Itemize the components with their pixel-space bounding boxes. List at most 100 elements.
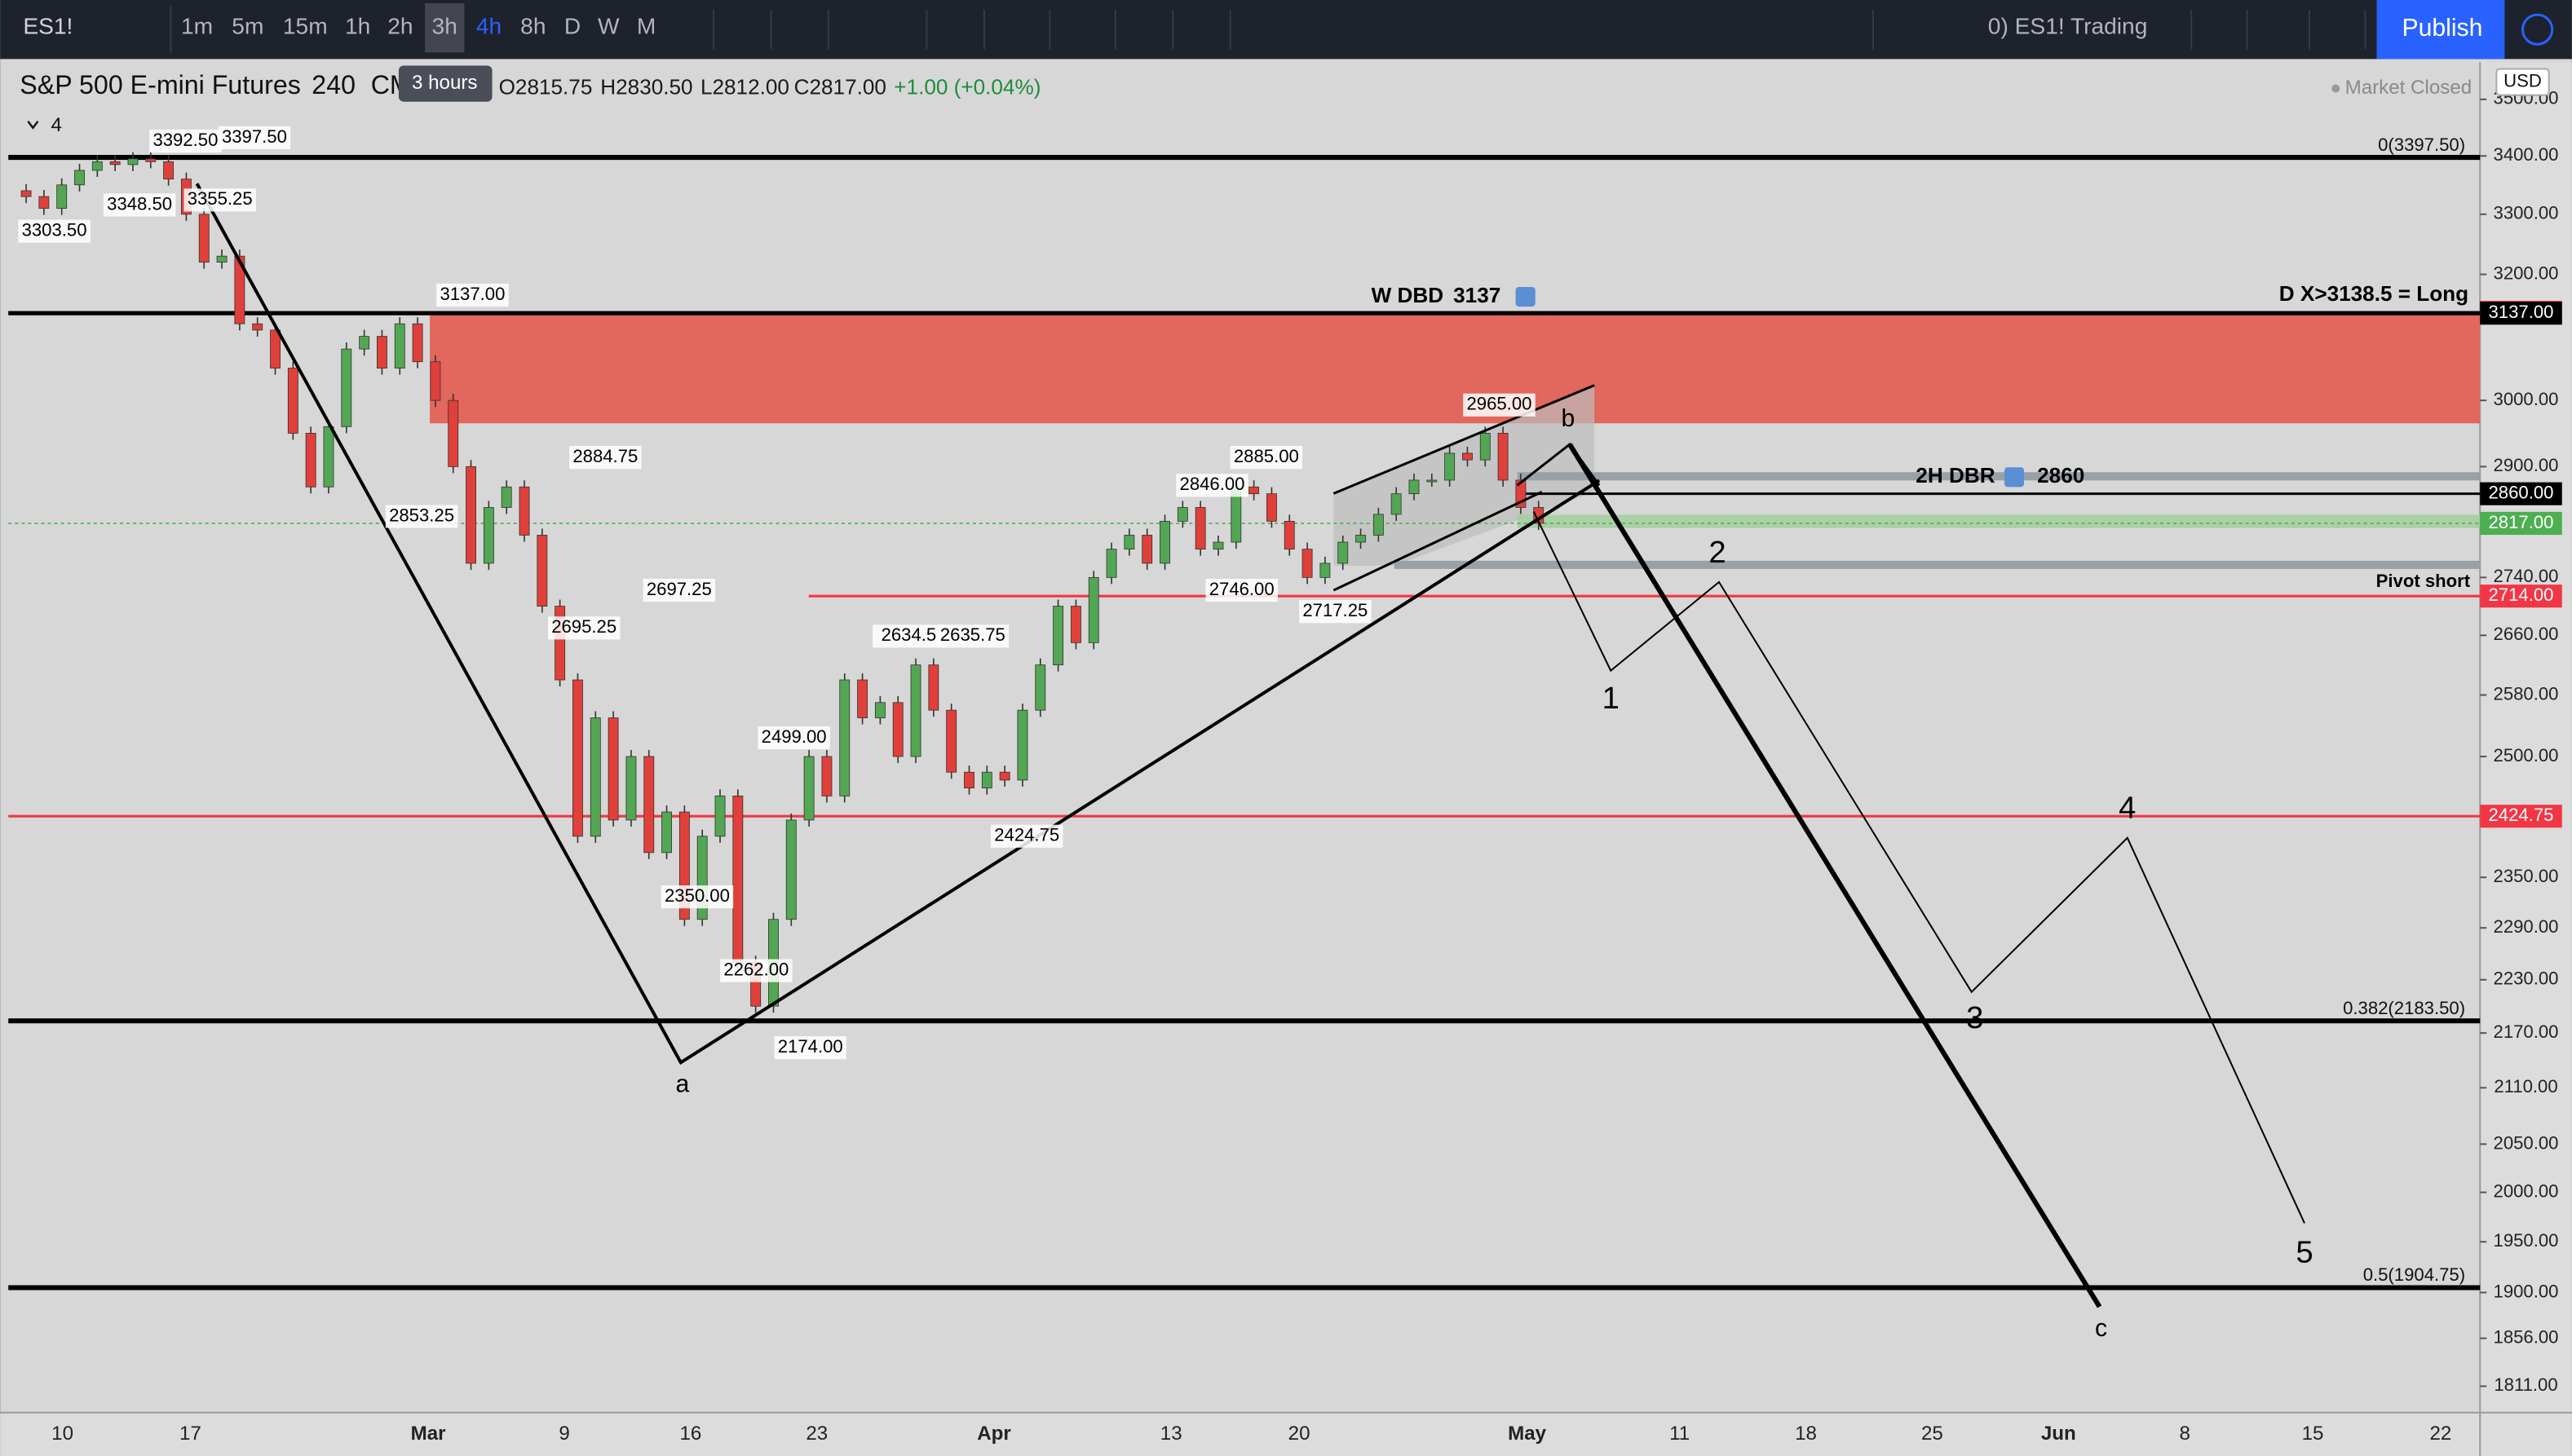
x-tick-label: 9 [559,1423,569,1445]
pivot-label: 2697.25 [647,579,712,599]
interval[interactable]: 2h [387,14,413,39]
pivot-box [720,959,793,982]
zone-label: W DBD [1372,283,1444,307]
pivot-label: 2424.75 [994,825,1059,845]
candle [964,771,974,789]
y-tick-label: 2110.00 [2494,1076,2557,1096]
candle [839,679,851,796]
pivot-label: 3303.50 [22,219,87,240]
price-tag-label: 3137.00 [2489,302,2554,322]
pivot-label: 2262.00 [723,960,789,980]
candle [1408,479,1420,495]
pivot-box [1230,446,1303,470]
candle [56,184,68,209]
candle [1497,433,1509,481]
interval[interactable]: 8h [520,14,546,39]
currency-box [2495,68,2550,96]
candle [1462,452,1473,461]
candle [608,717,619,821]
interval[interactable]: 1m [181,14,213,39]
fib-label: 0(3397.50) [2378,135,2465,155]
wave-label: 4 [2119,791,2136,826]
toolbar [0,0,2572,60]
interval-active [425,3,465,53]
candle [1070,606,1081,643]
layout-name[interactable]: 0) ES1! Trading [1988,14,2148,39]
tooltip-text: 3 hours [412,72,477,94]
candle [216,255,228,263]
interval[interactable]: 1h [345,14,370,39]
x-tick-label: Jun [2041,1423,2076,1445]
candle [1248,486,1260,495]
price-tag [2480,511,2562,536]
publish-button[interactable] [2376,0,2505,60]
ui: 3500.003400.003300.003200.003000.002900.… [20,0,2562,1445]
interval[interactable]: W [598,14,620,39]
interval[interactable]: M [637,14,656,39]
interval[interactable]: D [564,14,581,39]
x-tick-label: 13 [1160,1423,1182,1445]
candle [1195,507,1206,550]
wave-label: 1 [1602,681,1620,716]
price-tag [2480,805,2562,828]
supply-zone [430,313,2481,424]
candle [412,323,423,363]
wave-label: 5 [2296,1235,2313,1270]
x-tick-label: 8 [2179,1423,2190,1445]
candle [661,811,672,854]
candle [803,756,815,821]
x-tick-label: 25 [1921,1423,1943,1445]
interval[interactable]: 3h [432,14,457,39]
candle [590,717,601,837]
candle [377,336,387,368]
icon [2004,467,2025,488]
wave-label: a [675,1070,689,1097]
candle [1177,507,1188,522]
candle [572,679,583,837]
candle [999,771,1010,781]
ohlc: C2817.00 [794,75,886,99]
pivot-box [661,885,734,909]
y-tick-label: 1811.00 [2494,1374,2557,1395]
pivot-label: 2885.00 [1234,446,1299,466]
y-tick-label: 2740.00 [2494,566,2559,586]
pivot-label: 2174.00 [778,1036,843,1057]
candle [1390,493,1402,515]
interval[interactable]: 5m [232,14,263,39]
pivot-label: 2695.25 [551,616,616,637]
y-tick-label: 2230.00 [2494,968,2559,989]
y-tick-label: 3200.00 [2494,263,2559,283]
y-tick-label: 1950.00 [2494,1230,2559,1251]
fib-label: 0.5(1904.75) [2363,1264,2465,1285]
candle [946,709,957,773]
candle [1035,664,1046,711]
wave-label: c [2095,1315,2107,1342]
pivot-box [1299,600,1372,624]
pivot-box [103,193,176,217]
drawing [1567,443,2102,1308]
y-tick-label: 2900.00 [2494,455,2559,475]
candle [1088,576,1099,643]
price-axis [2480,62,2572,1414]
zone-price: 3137 [1453,283,1500,307]
candle [1319,563,1331,578]
candle [519,486,530,536]
pivot-box [1205,578,1278,602]
price-tag-label: 2860.00 [2489,483,2554,503]
candle [74,170,85,186]
note: Pivot short [2376,571,2471,591]
candle [981,771,992,789]
candle [91,161,103,171]
play-icon[interactable] [2521,13,2554,46]
pivot-box [758,726,830,750]
candle [270,329,281,368]
publish-label[interactable]: Publish [2402,15,2482,42]
interval[interactable]: 4h [476,14,502,39]
pivot-label: 2717.25 [1302,600,1368,620]
symbol[interactable]: ES1! [23,14,73,39]
candle [305,433,316,488]
candle [1142,535,1153,564]
candle [910,664,921,757]
pivot-label: 2846.00 [1180,474,1245,494]
interval[interactable]: 15m [283,14,328,39]
